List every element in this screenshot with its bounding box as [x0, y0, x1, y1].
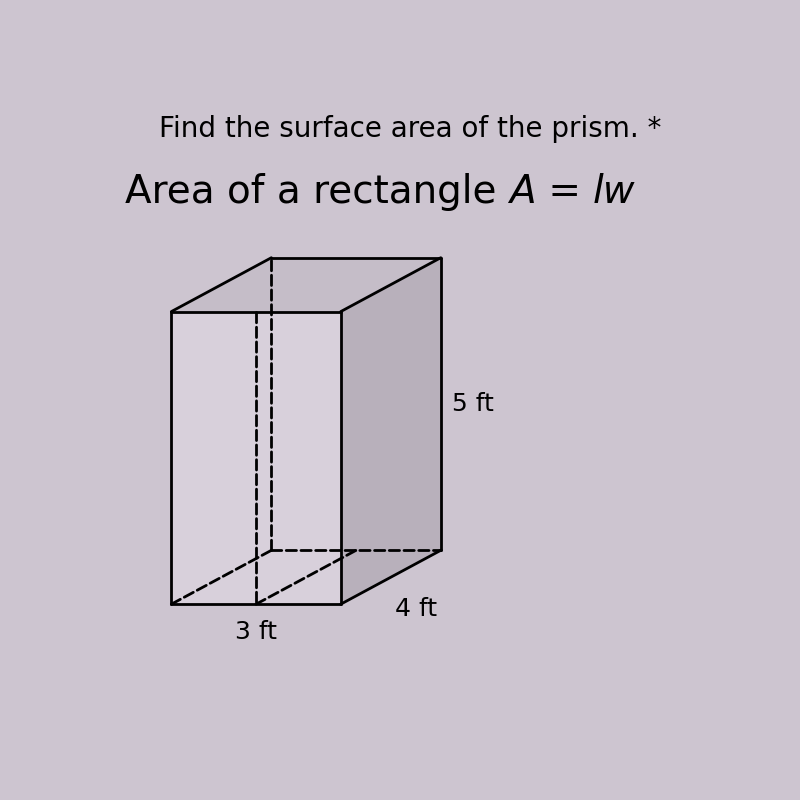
Text: 5 ft: 5 ft [452, 392, 494, 416]
Text: 3 ft: 3 ft [235, 619, 277, 643]
Text: =: = [536, 173, 593, 211]
Text: A: A [509, 173, 536, 211]
Text: Area of a rectangle: Area of a rectangle [125, 173, 509, 211]
Text: Find the surface area of the prism. *: Find the surface area of the prism. * [159, 115, 661, 143]
Text: 4 ft: 4 ft [394, 597, 437, 621]
Text: lw: lw [593, 173, 635, 211]
